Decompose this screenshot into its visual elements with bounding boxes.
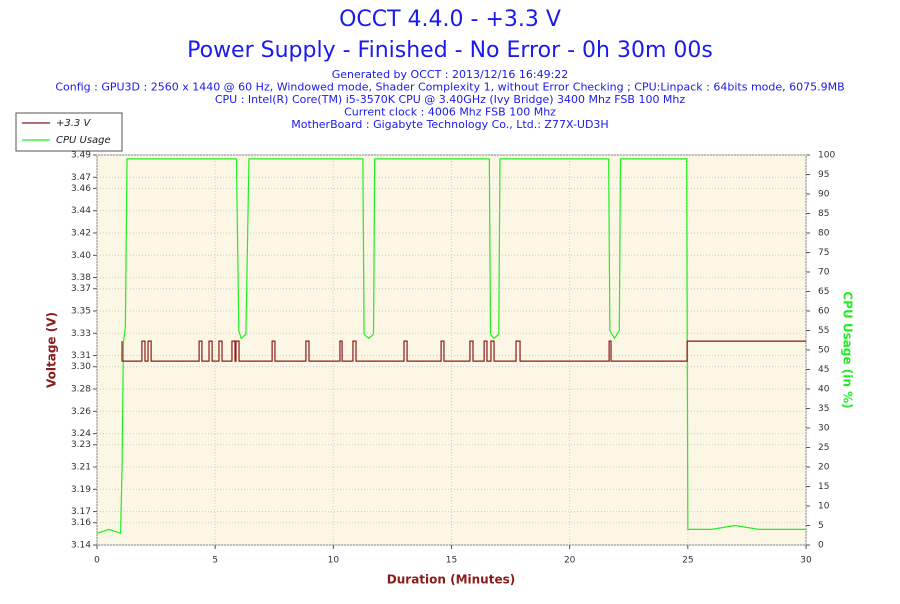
y2-tick-label: 80 bbox=[818, 229, 830, 239]
legend bbox=[15, 112, 123, 152]
y2-tick-label: 10 bbox=[818, 502, 830, 512]
y2-tick-label: 90 bbox=[818, 190, 830, 200]
series-line bbox=[121, 340, 806, 362]
chart-title: OCCT 4.4.0 - +3.3 V bbox=[339, 7, 561, 32]
y2-tick-label: 5 bbox=[818, 521, 824, 531]
y2-tick-label: 25 bbox=[818, 443, 829, 453]
y-tick-label: 3.40 bbox=[71, 251, 91, 261]
y2-tick-label: 35 bbox=[818, 404, 829, 414]
y2-tick-label: 85 bbox=[818, 209, 829, 219]
y-tick-label: 3.23 bbox=[71, 440, 91, 450]
y-tick-label: 3.44 bbox=[71, 206, 91, 216]
y-tick-label: 3.46 bbox=[71, 184, 91, 194]
x-tick-label: 5 bbox=[212, 556, 218, 566]
y-tick-label: 3.14 bbox=[71, 541, 91, 551]
y2-tick-label: 75 bbox=[818, 248, 829, 258]
y-tick-label: 3.49 bbox=[71, 151, 91, 161]
y2-tick-label: 100 bbox=[818, 151, 835, 161]
y-tick-label: 3.31 bbox=[71, 351, 91, 361]
info-lines: Generated by OCCT : 2013/12/16 16:49:22C… bbox=[55, 68, 844, 131]
info-line: Current clock : 4006 Mhz FSB 100 Mhz bbox=[344, 106, 556, 119]
y-tick-label: 3.24 bbox=[71, 429, 91, 439]
y-tick-label: 3.17 bbox=[71, 507, 91, 517]
info-line: Config : GPU3D : 2560 x 1440 @ 60 Hz, Wi… bbox=[55, 81, 844, 94]
y-tick-label: 3.38 bbox=[71, 273, 91, 283]
chart-subtitle: Power Supply - Finished - No Error - 0h … bbox=[187, 38, 713, 63]
x-tick-label: 25 bbox=[682, 556, 693, 566]
y2-tick-label: 70 bbox=[818, 268, 830, 278]
x-tick-label: 30 bbox=[800, 556, 812, 566]
y-axis-label: Voltage (V) bbox=[45, 312, 59, 388]
y-tick-label: 3.28 bbox=[71, 385, 91, 395]
x-tick-label: 0 bbox=[94, 556, 100, 566]
y2-tick-label: 40 bbox=[818, 385, 830, 395]
y2-tick-label: 30 bbox=[818, 424, 830, 434]
y2-tick-label: 95 bbox=[818, 170, 829, 180]
info-line: CPU : Intel(R) Core(TM) i5-3570K CPU @ 3… bbox=[215, 93, 686, 106]
x-axis-label: Duration (Minutes) bbox=[387, 573, 515, 587]
y-tick-label: 3.21 bbox=[71, 463, 91, 473]
x-tick-label: 20 bbox=[564, 556, 576, 566]
y2-axis-label: CPU Usage (in %) bbox=[841, 291, 855, 408]
x-tick-label: 15 bbox=[446, 556, 457, 566]
y-tick-label: 3.47 bbox=[71, 173, 91, 183]
y2-tick-label: 60 bbox=[818, 307, 830, 317]
y-tick-label: 3.42 bbox=[71, 229, 91, 239]
y-tick-label: 3.33 bbox=[71, 329, 91, 339]
info-line: Generated by OCCT : 2013/12/16 16:49:22 bbox=[332, 68, 569, 81]
y-tick-label: 3.16 bbox=[71, 518, 91, 528]
legend-label: CPU Usage bbox=[56, 135, 111, 146]
y2-tick-label: 65 bbox=[818, 287, 829, 297]
legend-label: +3.3 V bbox=[56, 118, 91, 129]
info-line: MotherBoard : Gigabyte Technology Co., L… bbox=[291, 118, 608, 131]
y-tick-label: 3.19 bbox=[71, 485, 91, 495]
y2-tick-label: 45 bbox=[818, 365, 829, 375]
x-tick-label: 10 bbox=[328, 556, 340, 566]
y2-tick-label: 50 bbox=[818, 346, 830, 356]
y-tick-label: 3.35 bbox=[71, 307, 91, 317]
y2-tick-label: 0 bbox=[818, 541, 824, 551]
y-tick-label: 3.37 bbox=[71, 284, 91, 294]
y-tick-label: 3.26 bbox=[71, 407, 91, 417]
y-tick-label: 3.30 bbox=[71, 362, 91, 372]
y2-tick-label: 55 bbox=[818, 326, 829, 336]
y2-tick-label: 20 bbox=[818, 463, 830, 473]
series-line bbox=[96, 158, 806, 535]
y2-tick-label: 15 bbox=[818, 482, 829, 492]
